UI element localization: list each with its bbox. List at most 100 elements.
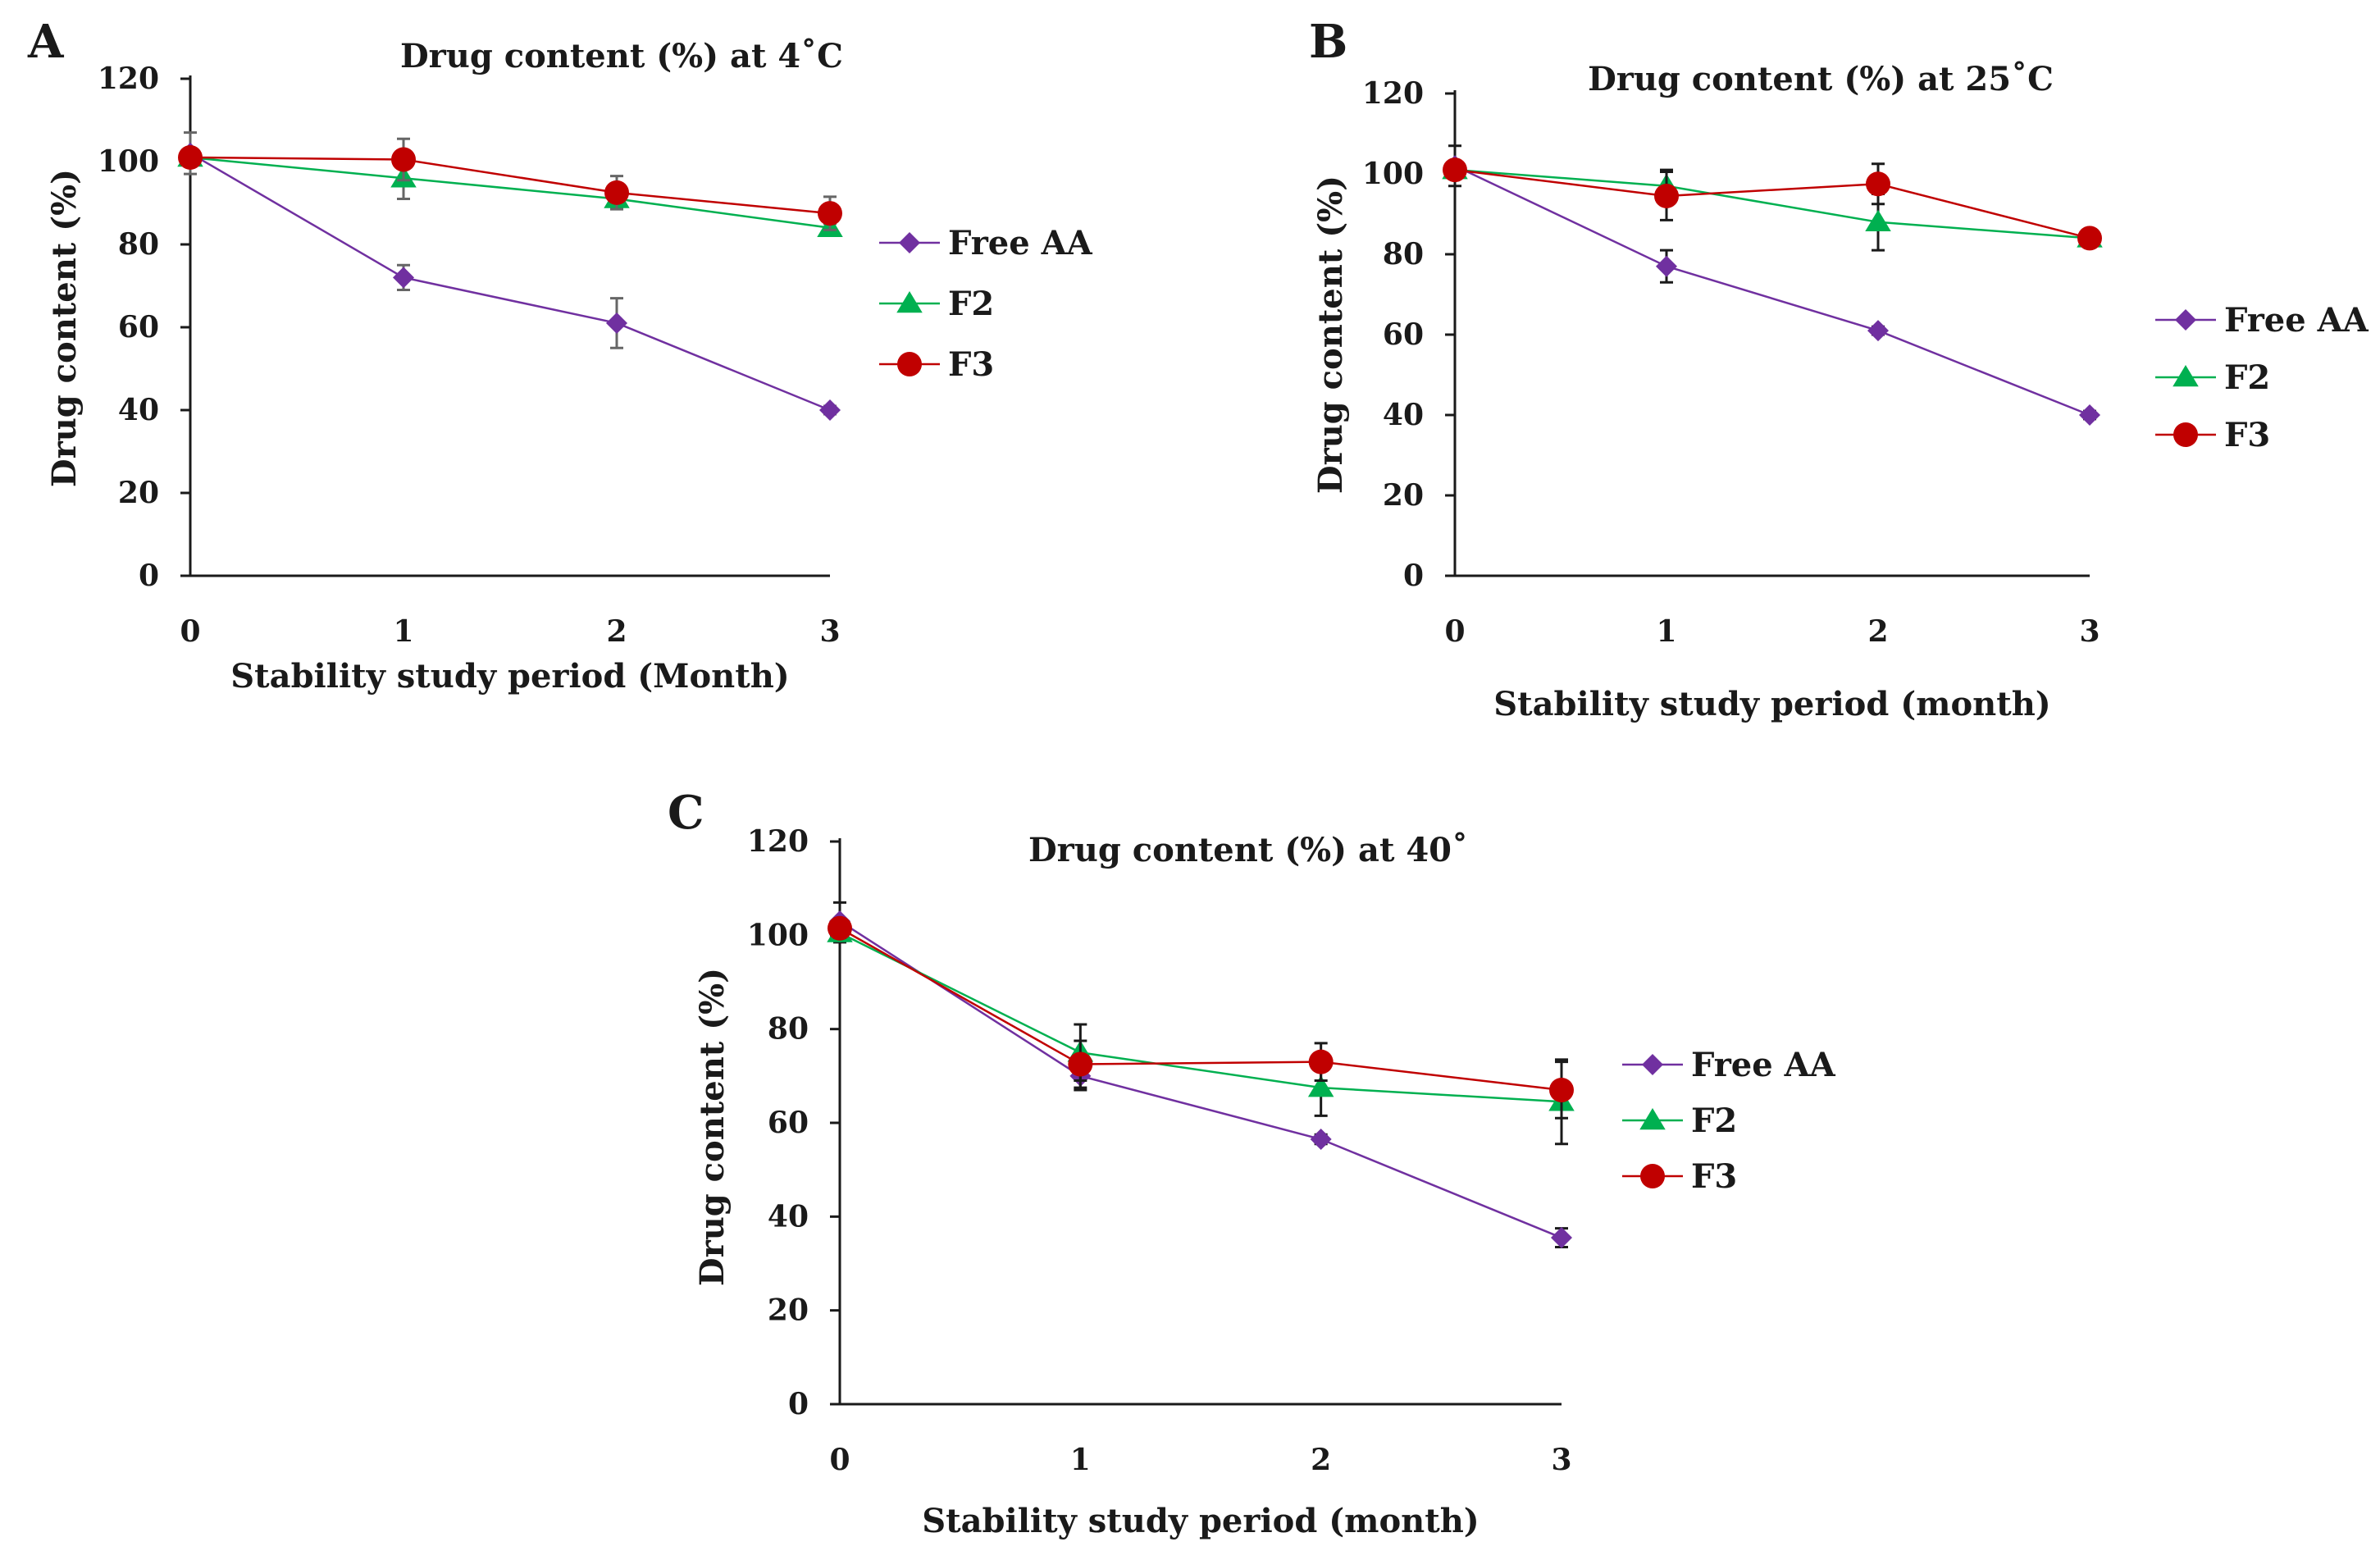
x-axis-title: Stability study period (month) xyxy=(922,1502,1479,1540)
series-line xyxy=(189,156,831,215)
series-line xyxy=(839,932,1562,1103)
data-point xyxy=(1867,320,1889,342)
series-f2 xyxy=(827,920,1575,1146)
legend-marker xyxy=(1642,1054,1663,1075)
series-f2 xyxy=(1442,157,2103,252)
series-line xyxy=(839,927,1562,1092)
y-tick-label: 40 xyxy=(1383,398,1424,432)
series-f3 xyxy=(178,137,842,231)
x-tick-label: 1 xyxy=(393,614,413,649)
data-point xyxy=(818,201,842,226)
legend-marker xyxy=(2173,365,2199,387)
legend-marker xyxy=(1639,1108,1666,1130)
y-tick-label: 20 xyxy=(118,476,159,510)
y-tick-label: 60 xyxy=(118,310,159,344)
y-tick-label: 80 xyxy=(118,227,159,262)
data-point xyxy=(2077,226,2102,251)
legend-marker xyxy=(1640,1164,1665,1188)
y-tick-label: 80 xyxy=(1383,237,1424,271)
legend-label: F3 xyxy=(2224,416,2270,454)
x-tick-label: 0 xyxy=(1444,614,1465,649)
chart-panel-a: A Drug content (%) at 4˚C 0 20 40 60 80 100 120 0… xyxy=(27,15,1093,696)
chart-panel-c: C Drug content (%) at 40˚ 0 20 40 60 80 100 120 0… xyxy=(668,786,1836,1540)
data-point xyxy=(2079,404,2100,426)
data-point xyxy=(1656,255,1677,277)
legend-label: Free AA xyxy=(1691,1046,1836,1084)
data-point xyxy=(604,180,629,205)
data-point xyxy=(1865,209,1891,232)
legend-label: F3 xyxy=(948,345,994,384)
legend-marker xyxy=(896,291,923,313)
series-line xyxy=(1454,168,2090,239)
legend-marker xyxy=(899,232,920,253)
series-line xyxy=(189,152,831,412)
x-axis-title: Stability study period (month) xyxy=(1493,685,2050,723)
y-axis-title: Drug content (%) xyxy=(45,169,84,487)
y-axis-title: Drug content (%) xyxy=(1311,176,1350,494)
legend-marker xyxy=(897,352,922,376)
legend-label: Free AA xyxy=(2224,301,2369,340)
x-axis-title: Stability study period (Month) xyxy=(230,657,789,696)
y-tick-label: 0 xyxy=(788,1387,809,1421)
data-point xyxy=(393,267,414,289)
y-tick-label: 80 xyxy=(768,1012,809,1047)
series-line xyxy=(1454,168,2090,239)
chart-title: Drug content (%) at 25˚C xyxy=(1588,60,2054,98)
y-tick-label: 100 xyxy=(1362,157,1424,191)
y-tick-label: 20 xyxy=(1383,478,1424,513)
legend: Free AA F2 F3 xyxy=(1622,1046,1836,1196)
legend-marker xyxy=(2175,309,2196,331)
y-tick-label: 100 xyxy=(747,918,809,952)
series-free-aa xyxy=(829,901,1572,1249)
data-point xyxy=(1307,1075,1334,1097)
y-tick-label: 0 xyxy=(139,559,159,593)
data-point xyxy=(178,144,203,170)
series-free-aa xyxy=(1444,144,2100,426)
y-tick-label: 60 xyxy=(1383,317,1424,352)
data-point xyxy=(1551,1227,1572,1249)
x-tick-label: 2 xyxy=(1867,614,1888,649)
x-tick-label: 2 xyxy=(606,614,627,649)
panel-label-c: C xyxy=(668,786,704,840)
data-point xyxy=(1068,1051,1093,1077)
legend-marker xyxy=(2173,422,2198,447)
x-tick-label: 3 xyxy=(1551,1443,1571,1477)
x-tick-label: 1 xyxy=(1070,1443,1091,1477)
y-axis-title: Drug content (%) xyxy=(693,968,732,1286)
y-tick-label: 120 xyxy=(98,62,159,96)
y-tick-label: 20 xyxy=(768,1293,809,1328)
data-point xyxy=(1654,183,1679,208)
x-tick-label: 1 xyxy=(1656,614,1676,649)
data-point xyxy=(828,915,852,941)
series-line xyxy=(189,156,831,230)
series-line xyxy=(839,920,1562,1239)
data-point xyxy=(1308,1049,1334,1074)
x-tick-label: 3 xyxy=(819,614,840,649)
data-point xyxy=(1549,1077,1574,1102)
data-point xyxy=(1866,171,1890,197)
y-tick-label: 40 xyxy=(118,393,159,427)
data-point xyxy=(606,312,627,334)
y-tick-label: 0 xyxy=(1403,559,1424,593)
legend-label: F2 xyxy=(1691,1102,1737,1140)
data-point xyxy=(819,399,841,421)
y-tick-label: 40 xyxy=(768,1199,809,1234)
x-tick-label: 0 xyxy=(829,1443,850,1477)
series-f3 xyxy=(828,915,1574,1120)
series-line xyxy=(1454,165,2090,417)
panel-label-a: A xyxy=(27,15,65,69)
x-tick-label: 0 xyxy=(180,614,200,649)
y-tick-label: 100 xyxy=(98,144,159,179)
y-tick-label: 120 xyxy=(1362,76,1424,111)
legend-label: Free AA xyxy=(948,224,1093,262)
legend-label: F3 xyxy=(1691,1157,1737,1196)
data-point xyxy=(1310,1129,1332,1151)
chart-title: Drug content (%) at 4˚C xyxy=(400,37,843,75)
series-f3 xyxy=(1443,157,2102,251)
y-tick-label: 120 xyxy=(747,824,809,859)
data-point xyxy=(391,147,416,172)
y-tick-label: 60 xyxy=(768,1106,809,1140)
legend: Free AA F2 F3 xyxy=(879,224,1093,384)
chart-title: Drug content (%) at 40˚ xyxy=(1028,831,1468,869)
